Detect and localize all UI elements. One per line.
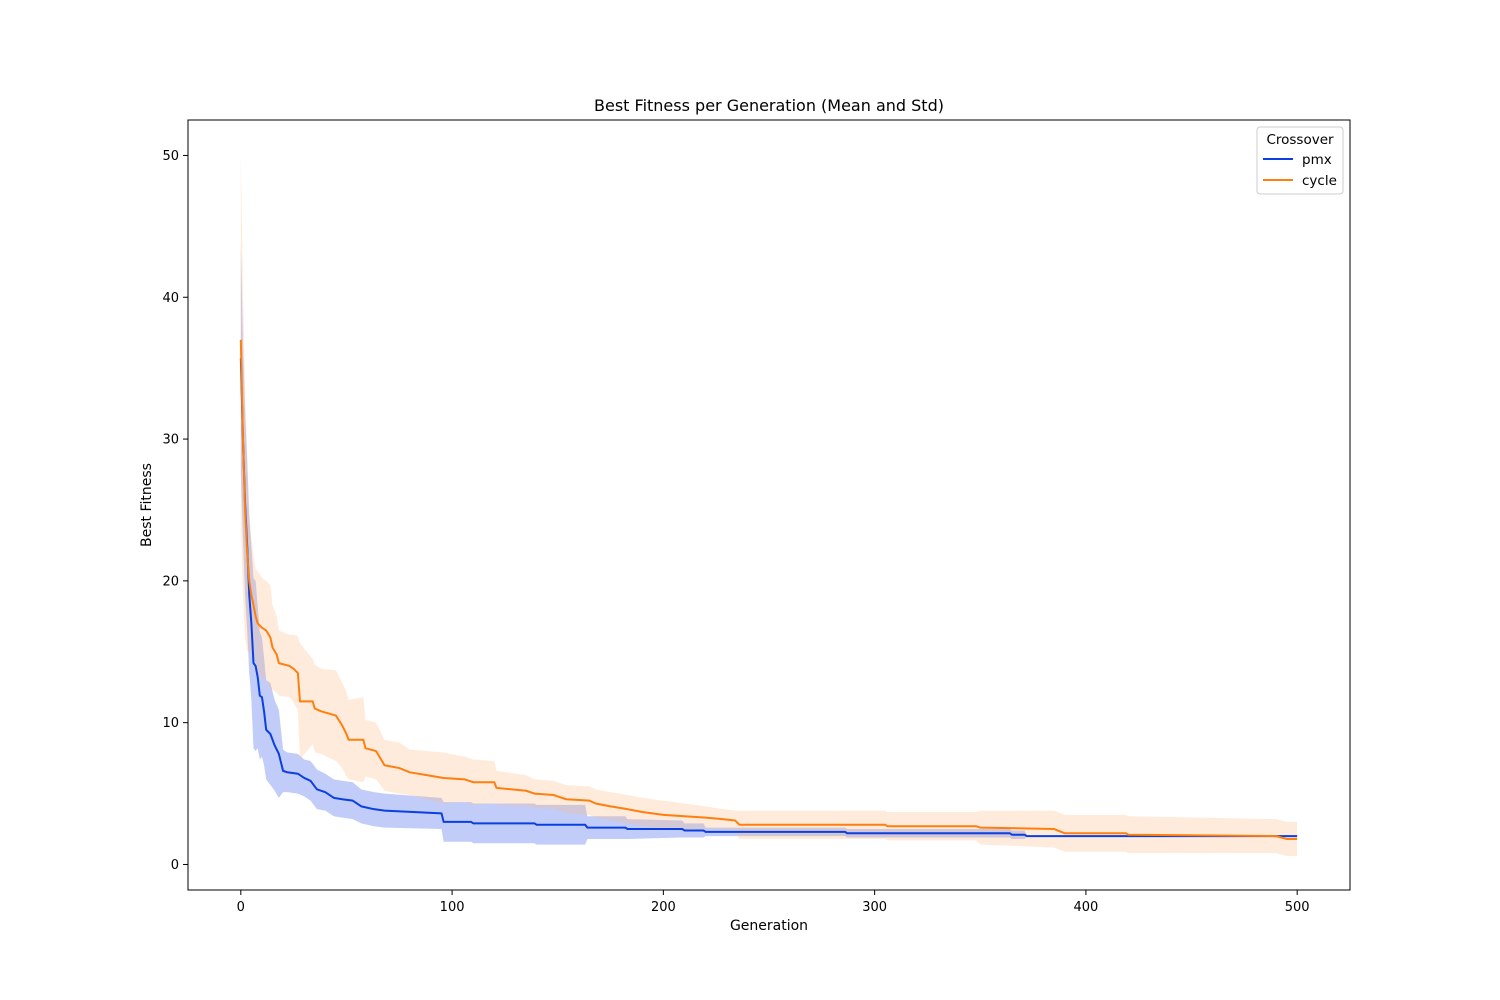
- x-tick-label: 300: [862, 900, 887, 915]
- y-tick-label: 10: [162, 716, 179, 731]
- x-axis-label: Generation: [730, 918, 808, 934]
- y-tick-label: 20: [162, 574, 179, 589]
- std-bands: [240, 155, 1298, 856]
- y-tick-label: 50: [162, 149, 179, 164]
- x-axis-ticks: 0 100 200 300 400 500: [237, 890, 1310, 915]
- legend-label-pmx: pmx: [1302, 152, 1332, 168]
- legend-title: Crossover: [1266, 132, 1334, 148]
- y-tick-label: 30: [162, 433, 179, 448]
- plot-frame: [187, 119, 1351, 891]
- mean-line-pmx: [239, 358, 1298, 838]
- mean-lines: [239, 339, 1298, 840]
- legend: Crossover pmx cycle: [1256, 126, 1344, 195]
- x-tick-label: 100: [440, 900, 465, 915]
- std-band-pmx: [240, 244, 1298, 845]
- y-tick-label: 40: [162, 291, 179, 306]
- y-tick-label: 0: [171, 858, 179, 873]
- legend-label-cycle: cycle: [1302, 173, 1337, 189]
- chart-title: Best Fitness per Generation (Mean and St…: [594, 96, 944, 115]
- y-axis-ticks: 0 10 20 30 40 50: [162, 149, 188, 873]
- mean-line-cycle: [239, 339, 1298, 840]
- x-tick-label: 500: [1285, 900, 1310, 915]
- legend-box: [1256, 126, 1344, 195]
- y-axis-label: Best Fitness: [139, 463, 155, 547]
- x-tick-label: 0: [237, 900, 245, 915]
- x-tick-label: 400: [1073, 900, 1098, 915]
- x-tick-label: 200: [651, 900, 676, 915]
